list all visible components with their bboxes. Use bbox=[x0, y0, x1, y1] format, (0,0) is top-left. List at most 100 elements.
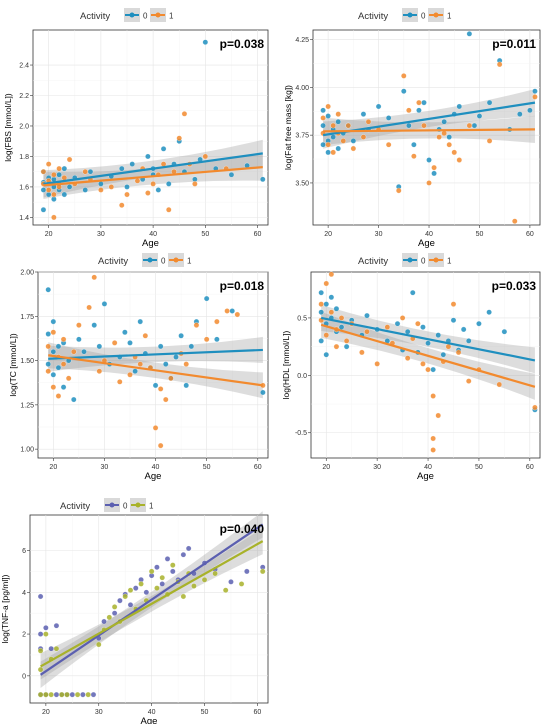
data-point-group-1 bbox=[455, 349, 462, 356]
data-point-group-1 bbox=[330, 122, 336, 129]
data-point-group-1 bbox=[45, 161, 52, 167]
data-point-group-1 bbox=[399, 315, 406, 321]
data-point-group-1 bbox=[76, 322, 82, 328]
data-point-group-1 bbox=[318, 301, 324, 307]
data-point-group-0 bbox=[185, 545, 192, 552]
data-point-group-1 bbox=[335, 111, 341, 117]
data-point-group-0 bbox=[137, 318, 143, 325]
y-tick-label: 0 bbox=[22, 673, 26, 680]
fit-line-group-1 bbox=[323, 128, 535, 133]
x-tick-label: 50 bbox=[203, 464, 211, 471]
data-point-group-1 bbox=[384, 324, 391, 330]
data-point-group-0 bbox=[228, 579, 234, 585]
data-point-group-0 bbox=[96, 343, 103, 350]
data-point-group-1 bbox=[40, 168, 47, 175]
data-point-group-0 bbox=[152, 382, 159, 389]
x-tick-label: 40 bbox=[152, 464, 160, 471]
data-point-group-0 bbox=[325, 149, 331, 156]
x-tick-label: 60 bbox=[254, 709, 262, 716]
y-tick-label: 2 bbox=[22, 632, 26, 639]
fit-line-group-0 bbox=[43, 152, 263, 185]
data-point-group-1 bbox=[51, 171, 57, 178]
data-point-group-1 bbox=[53, 645, 60, 652]
data-point-group-0 bbox=[202, 39, 209, 45]
x-tick-label: 50 bbox=[201, 709, 209, 716]
data-point-group-1 bbox=[426, 180, 432, 186]
data-point-group-1 bbox=[430, 435, 436, 442]
data-point-group-0 bbox=[486, 99, 493, 106]
y-tick-label: 1.75 bbox=[20, 314, 34, 321]
legend-key-point-1 bbox=[433, 12, 439, 18]
data-point-group-1 bbox=[430, 393, 436, 399]
data-point-group-1 bbox=[385, 141, 392, 148]
data-point-group-1 bbox=[325, 103, 331, 110]
data-point-group-1 bbox=[360, 134, 367, 140]
legend-label-1: 1 bbox=[187, 257, 192, 266]
data-point-group-1 bbox=[45, 368, 51, 374]
data-point-group-1 bbox=[340, 138, 347, 144]
data-point-group-1 bbox=[170, 562, 176, 568]
data-point-group-0 bbox=[132, 368, 138, 374]
legend-key-point-1 bbox=[433, 257, 439, 263]
data-point-group-0 bbox=[180, 551, 187, 558]
x-tick-label: 40 bbox=[425, 231, 433, 238]
x-tick-label: 50 bbox=[475, 464, 483, 471]
data-point-group-0 bbox=[441, 119, 447, 125]
legend-key-point-0 bbox=[407, 12, 413, 18]
fit-line-group-0 bbox=[320, 316, 536, 362]
x-tick-label: 50 bbox=[201, 231, 209, 238]
data-point-group-1 bbox=[157, 386, 164, 392]
legend-key-point-1 bbox=[173, 257, 179, 263]
data-point-group-1 bbox=[50, 384, 57, 390]
data-point-group-0 bbox=[50, 371, 57, 378]
data-point-group-1 bbox=[60, 361, 67, 367]
data-point-group-0 bbox=[466, 31, 473, 37]
y-axis-title: log(TC [mmol/L]) bbox=[8, 333, 18, 396]
data-point-group-1 bbox=[456, 157, 463, 163]
data-point-group-0 bbox=[53, 622, 60, 629]
data-point-group-0 bbox=[101, 618, 107, 625]
legend-ffm: Activity 0 1 bbox=[358, 8, 452, 22]
data-point-group-1 bbox=[425, 366, 431, 373]
y-tick-label: 4.00 bbox=[295, 85, 309, 92]
legend-tc: Activity 0 1 bbox=[98, 253, 192, 267]
data-point-group-1 bbox=[85, 691, 91, 698]
data-point-group-0 bbox=[56, 171, 62, 178]
data-point-group-1 bbox=[466, 378, 472, 384]
data-point-group-0 bbox=[360, 111, 367, 117]
data-point-group-1 bbox=[127, 371, 133, 378]
data-point-group-1 bbox=[323, 332, 330, 338]
y-tick-label: 1.50 bbox=[20, 358, 34, 365]
data-point-group-1 bbox=[148, 568, 155, 575]
data-point-group-0 bbox=[411, 141, 417, 148]
x-tick-label: 20 bbox=[322, 464, 330, 471]
data-point-group-1 bbox=[201, 577, 208, 583]
data-point-group-0 bbox=[160, 146, 167, 152]
data-point-group-1 bbox=[157, 442, 164, 449]
p-value-annotation: p=0.038 bbox=[220, 37, 265, 51]
data-point-group-1 bbox=[365, 119, 372, 125]
data-point-group-0 bbox=[260, 176, 266, 183]
x-tick-label: 50 bbox=[476, 231, 484, 238]
data-point-group-1 bbox=[445, 343, 452, 350]
data-point-group-1 bbox=[259, 568, 266, 575]
data-point-group-0 bbox=[178, 333, 184, 339]
data-point-group-0 bbox=[501, 328, 508, 335]
data-point-group-0 bbox=[155, 187, 162, 193]
data-point-group-1 bbox=[124, 191, 130, 198]
data-point-group-1 bbox=[37, 666, 44, 673]
data-point-group-0 bbox=[471, 122, 478, 129]
data-point-group-0 bbox=[143, 589, 150, 596]
data-point-group-0 bbox=[111, 610, 118, 616]
x-tick-label: 40 bbox=[424, 464, 432, 471]
fit-line-group-1 bbox=[40, 540, 264, 668]
data-point-group-1 bbox=[431, 164, 437, 171]
data-point-group-1 bbox=[60, 336, 67, 343]
data-point-group-1 bbox=[50, 329, 57, 335]
data-point-group-0 bbox=[90, 691, 97, 698]
legend-fbs: Activity 0 1 bbox=[80, 8, 174, 22]
data-point-group-0 bbox=[323, 351, 330, 358]
data-point-group-0 bbox=[163, 361, 169, 367]
y-tick-label: 1.00 bbox=[20, 447, 34, 454]
data-point-group-0 bbox=[159, 581, 165, 587]
